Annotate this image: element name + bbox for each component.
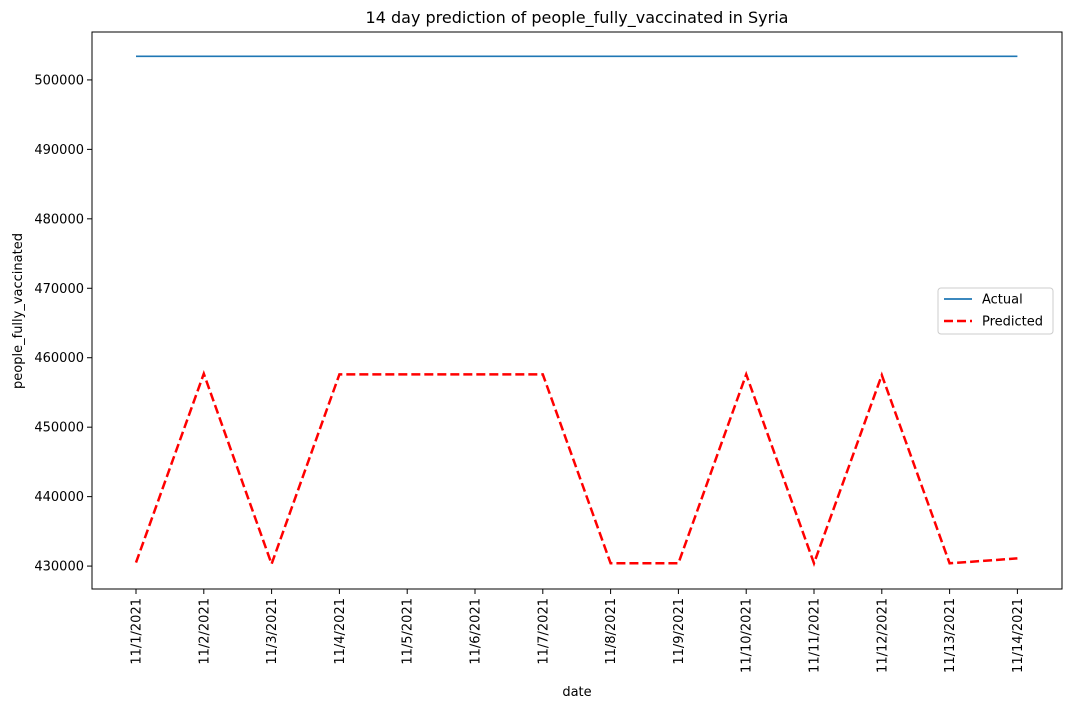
series-line-predicted bbox=[134, 369, 1018, 568]
x-tick-label: 11/8/2021 bbox=[604, 598, 619, 665]
series-layer bbox=[134, 55, 1018, 568]
x-tick-label: 11/9/2021 bbox=[672, 598, 687, 665]
x-axis-label: date bbox=[562, 685, 591, 700]
y-axis: 430000 440000 450000 460000 470000 480000 4900… bbox=[34, 73, 92, 575]
y-tick-label: 490000 bbox=[34, 143, 84, 158]
y-tick-label: 460000 bbox=[34, 351, 84, 366]
y-tick-label: 480000 bbox=[34, 212, 84, 227]
x-axis: 11/1/2021 11/2/2021 11/3/2021 11/4/2021 11/5… bbox=[130, 589, 1026, 673]
y-tick-label: 430000 bbox=[34, 560, 84, 575]
x-tick-label: 11/4/2021 bbox=[333, 598, 348, 665]
y-axis-label: people_fully_vaccinated bbox=[11, 233, 26, 389]
x-tick-label: 11/3/2021 bbox=[265, 598, 280, 665]
x-tick-label: 11/13/2021 bbox=[943, 598, 958, 673]
y-tick-label: 500000 bbox=[34, 73, 84, 88]
x-tick-label: 11/10/2021 bbox=[740, 598, 755, 673]
chart-title: 14 day prediction of people_fully_vaccin… bbox=[366, 8, 789, 28]
x-tick-label: 11/2/2021 bbox=[197, 598, 212, 665]
y-tick-label: 450000 bbox=[34, 421, 84, 436]
x-tick-label: 11/12/2021 bbox=[875, 598, 890, 673]
x-tick-label: 11/11/2021 bbox=[808, 598, 823, 673]
x-tick-label: 11/14/2021 bbox=[1011, 598, 1026, 673]
y-tick-label: 470000 bbox=[34, 282, 84, 297]
x-tick-label: 11/5/2021 bbox=[401, 598, 416, 665]
x-tick-label: 11/7/2021 bbox=[536, 598, 551, 665]
y-tick-label: 440000 bbox=[34, 490, 84, 505]
legend-label-predicted: Predicted bbox=[982, 315, 1043, 330]
x-tick-label: 11/6/2021 bbox=[469, 598, 484, 665]
legend: Actual Predicted bbox=[937, 287, 1054, 335]
x-tick-label: 11/1/2021 bbox=[130, 598, 145, 665]
plot-area bbox=[91, 31, 1063, 590]
legend-label-actual: Actual bbox=[982, 293, 1023, 308]
